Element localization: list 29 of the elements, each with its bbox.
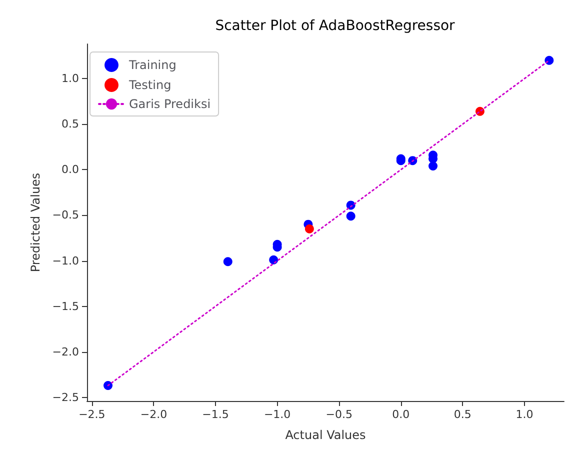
x-axis-title: Actual Values	[285, 428, 366, 442]
point	[304, 224, 314, 234]
point	[544, 56, 554, 65]
point	[428, 162, 438, 171]
y-tick-label: −0.5	[52, 208, 79, 222]
x-tick-label: −2.5	[78, 408, 106, 421]
x-tick-label: −1.0	[264, 408, 291, 421]
y-tick-label: −2.5	[52, 390, 79, 404]
point	[104, 381, 113, 390]
legend-label: Testing	[128, 78, 172, 92]
y-tick-label: −1.0	[52, 254, 79, 268]
y-tick-label: −2.0	[52, 345, 79, 358]
point	[269, 255, 278, 264]
x-tick-label: −0.5	[326, 408, 352, 421]
y-tick-label: −1.5	[52, 300, 79, 313]
x-tick-label: −1.5	[202, 408, 229, 421]
x-tick-label: −2.0	[140, 408, 168, 421]
y-tick-label: 0.0	[62, 163, 79, 176]
point	[223, 257, 232, 266]
y-tick-label: 0.5	[62, 118, 79, 131]
x-tick-label: 0.5	[454, 408, 472, 421]
legend-label: Garis Prediksi	[129, 97, 211, 111]
legend-label: Training	[128, 58, 176, 72]
y-tick-label: 1.0	[62, 72, 79, 86]
y-axis-title: Predicted Values	[28, 172, 42, 272]
x-tick-label: 1.0	[516, 408, 534, 421]
chart-title: Scatter Plot of AdaBoostRegressor	[215, 18, 456, 34]
point	[346, 212, 356, 221]
x-tick-label: 0.0	[392, 408, 410, 421]
